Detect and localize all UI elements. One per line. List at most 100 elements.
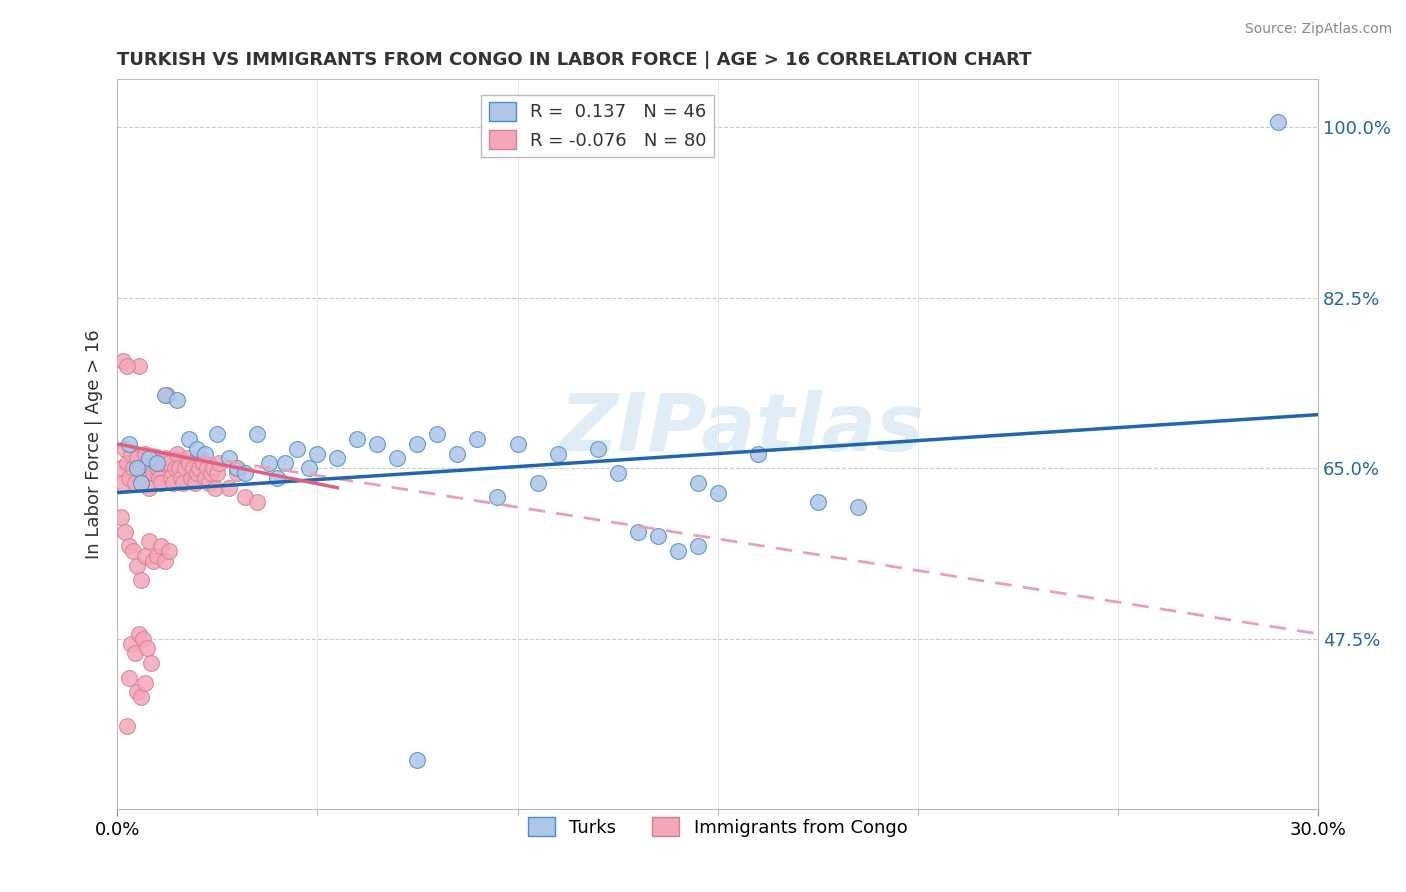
Point [165, 461, 187, 475]
Point [156, 388, 179, 402]
Point [246, 495, 269, 509]
Point [141, 461, 163, 475]
Point [194, 447, 217, 461]
Point [124, 646, 146, 660]
Point [686, 539, 709, 553]
Point [747, 447, 769, 461]
Point [146, 549, 169, 563]
Point [127, 685, 149, 699]
Point [112, 475, 135, 490]
Point [118, 471, 141, 485]
Point [606, 466, 628, 480]
Point [200, 466, 222, 480]
Text: Source: ZipAtlas.com: Source: ZipAtlas.com [1244, 22, 1392, 37]
Point [118, 437, 141, 451]
Point [1267, 115, 1289, 129]
Point [181, 461, 204, 475]
Point [170, 471, 193, 485]
Point [120, 447, 142, 461]
Point [193, 456, 215, 470]
Point [298, 461, 321, 475]
Point [114, 442, 136, 456]
Point [127, 461, 149, 475]
Point [233, 491, 256, 505]
Point [446, 447, 468, 461]
Point [136, 456, 159, 470]
Point [132, 471, 155, 485]
Point [155, 451, 177, 466]
Point [166, 447, 188, 461]
Point [846, 500, 869, 515]
Point [218, 481, 240, 495]
Point [366, 437, 388, 451]
Point [157, 456, 180, 470]
Point [179, 456, 201, 470]
Point [526, 475, 548, 490]
Point [157, 544, 180, 558]
Point [246, 427, 269, 442]
Point [138, 451, 160, 466]
Point [184, 475, 207, 490]
Point [122, 544, 145, 558]
Point [259, 456, 281, 470]
Point [174, 461, 197, 475]
Point [426, 427, 449, 442]
Point [706, 485, 728, 500]
Point [486, 491, 509, 505]
Point [118, 539, 141, 553]
Point [114, 524, 136, 539]
Point [162, 475, 184, 490]
Point [127, 451, 149, 466]
Point [346, 432, 368, 446]
Point [285, 442, 308, 456]
Point [152, 456, 174, 470]
Point [686, 475, 709, 490]
Point [188, 461, 211, 475]
Point [134, 447, 156, 461]
Point [129, 475, 152, 490]
Point [134, 675, 156, 690]
Point [807, 495, 830, 509]
Point [326, 451, 349, 466]
Point [626, 524, 648, 539]
Point [506, 437, 529, 451]
Text: TURKISH VS IMMIGRANTS FROM CONGO IN LABOR FORCE | AGE > 16 CORRELATION CHART: TURKISH VS IMMIGRANTS FROM CONGO IN LABO… [117, 51, 1032, 69]
Point [172, 475, 194, 490]
Point [166, 392, 188, 407]
Text: ZIPatlas: ZIPatlas [560, 390, 924, 468]
Point [226, 461, 249, 475]
Point [190, 451, 212, 466]
Point [150, 475, 173, 490]
Point [160, 471, 183, 485]
Point [204, 481, 226, 495]
Point [146, 456, 169, 470]
Point [586, 442, 609, 456]
Point [387, 451, 409, 466]
Point [208, 456, 231, 470]
Point [307, 447, 329, 461]
Point [127, 558, 149, 573]
Point [136, 641, 159, 656]
Point [115, 359, 138, 373]
Point [146, 461, 169, 475]
Point [112, 354, 135, 368]
Point [406, 437, 429, 451]
Point [142, 466, 165, 480]
Point [233, 466, 256, 480]
Point [226, 466, 249, 480]
Point [122, 461, 145, 475]
Point [155, 554, 177, 568]
Point [406, 754, 429, 768]
Point [138, 534, 160, 549]
Point [134, 549, 156, 563]
Legend: Turks, Immigrants from Congo: Turks, Immigrants from Congo [520, 810, 915, 844]
Point [124, 475, 146, 490]
Point [202, 461, 225, 475]
Point [179, 432, 201, 446]
Point [186, 442, 208, 456]
Point [128, 359, 150, 373]
Point [274, 456, 297, 470]
Point [118, 671, 141, 685]
Point [141, 656, 163, 670]
Point [129, 573, 152, 587]
